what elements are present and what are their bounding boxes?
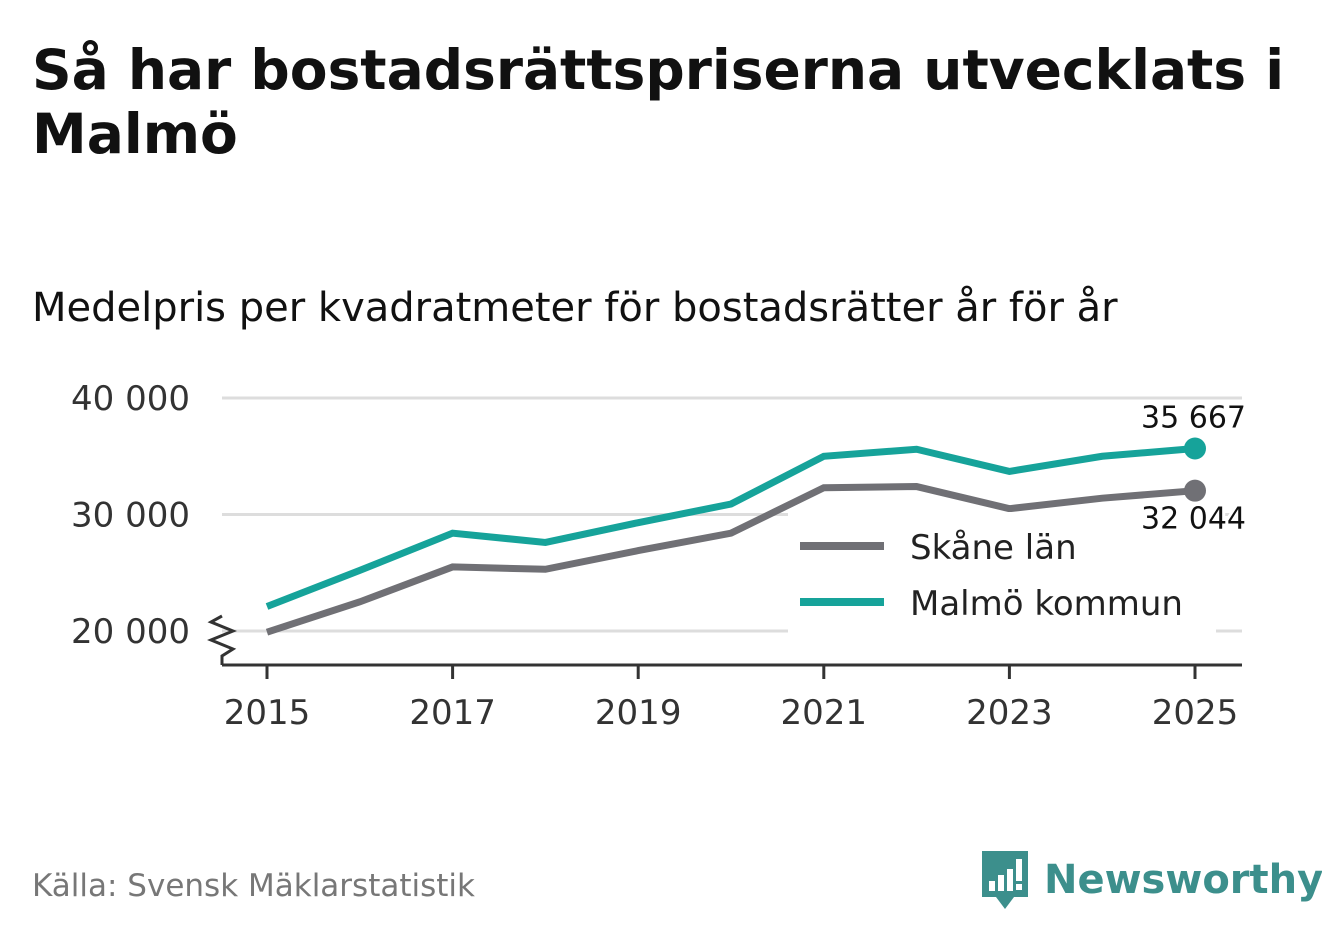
y-tick-label: 40 000	[71, 379, 190, 419]
brand-name: Newsworthy	[1044, 857, 1322, 903]
x-tick-label: 2017	[409, 693, 496, 733]
axis-break-icon	[207, 614, 237, 665]
y-tick-label: 20 000	[71, 612, 190, 652]
end-point-skane	[1184, 479, 1206, 502]
newsworthy-logo-icon	[982, 851, 1028, 909]
legend-label-malmo: Malmö kommun	[910, 584, 1183, 624]
x-tick-label: 2023	[966, 693, 1053, 733]
series-line-malmo	[265, 444, 1196, 610]
x-tick-label: 2021	[781, 693, 868, 733]
legend-background	[788, 512, 1216, 634]
end-label-skane: 32 044	[1141, 502, 1246, 537]
source-note: Källa: Svensk Mäklarstatistik	[32, 868, 475, 904]
x-tick-label: 2025	[1152, 693, 1239, 733]
brand-logo[interactable]: Newsworthy	[980, 848, 1322, 912]
x-tick-label: 2015	[224, 693, 311, 733]
end-label-malmo: 35 667	[1141, 400, 1246, 435]
legend-label-skane: Skåne län	[910, 528, 1077, 568]
chart-title: Så har bostadsrättspriserna utvecklats i…	[32, 38, 1285, 166]
chart-subtitle: Medelpris per kvadratmeter för bostadsrä…	[32, 285, 1118, 331]
series-line-skane	[265, 483, 1196, 636]
legend: Skåne län Malmö kommun	[788, 512, 1216, 634]
end-point-malmo	[1184, 437, 1206, 460]
x-tick-label: 2019	[595, 693, 682, 733]
y-tick-label: 30 000	[71, 496, 190, 536]
